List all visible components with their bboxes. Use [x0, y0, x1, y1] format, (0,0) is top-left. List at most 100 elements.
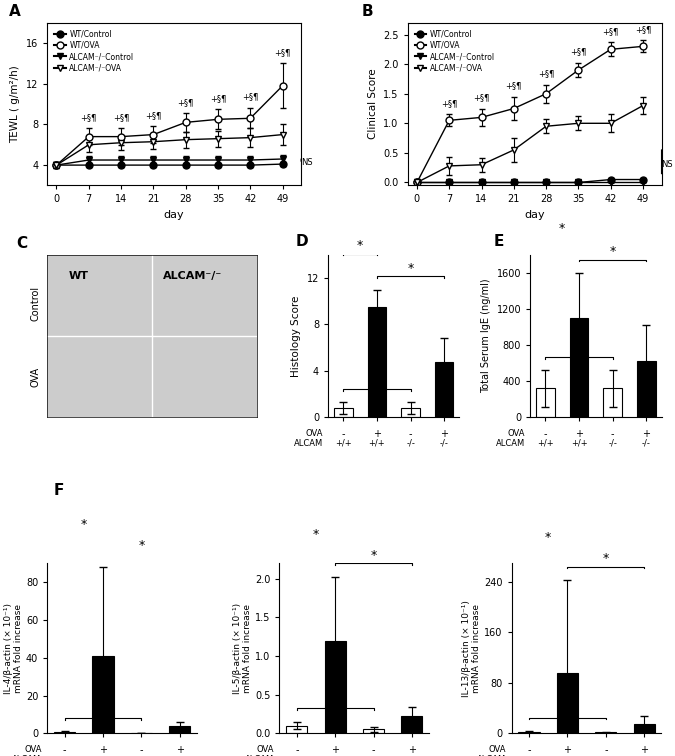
Text: -: -: [611, 429, 614, 438]
Text: +: +: [440, 429, 448, 438]
Text: -: -: [342, 429, 345, 438]
Text: +: +: [640, 745, 648, 755]
Text: *: *: [357, 239, 363, 252]
Text: +§¶: +§¶: [80, 113, 97, 122]
Text: F: F: [53, 483, 63, 497]
Text: NS: NS: [562, 707, 573, 716]
Y-axis label: Total Serum IgE (ng/ml): Total Serum IgE (ng/ml): [481, 279, 491, 393]
Text: OVA: OVA: [30, 367, 40, 387]
Bar: [402, 408, 420, 417]
X-axis label: day: day: [164, 210, 184, 220]
Text: +: +: [99, 745, 107, 755]
Bar: [634, 723, 655, 733]
Text: OVA: OVA: [508, 429, 525, 438]
Text: ALCAM⁻/⁻: ALCAM⁻/⁻: [163, 271, 222, 281]
Text: -: -: [63, 745, 66, 755]
Text: +§¶: +§¶: [570, 48, 587, 57]
Text: -: -: [527, 745, 531, 755]
Text: E: E: [493, 234, 504, 249]
Text: *: *: [138, 538, 144, 552]
Text: +: +: [575, 429, 583, 438]
X-axis label: day: day: [524, 210, 545, 220]
Text: +§¶: +§¶: [178, 98, 194, 107]
Bar: [169, 726, 190, 733]
Text: +§¶: +§¶: [473, 93, 489, 102]
Text: A: A: [9, 5, 21, 19]
Text: +§¶: +§¶: [538, 70, 554, 79]
Text: OVA: OVA: [256, 745, 274, 754]
Text: +: +: [176, 745, 184, 755]
Bar: [637, 361, 655, 417]
Y-axis label: Histology Score: Histology Score: [291, 296, 301, 376]
Y-axis label: IL-13/β-actin (× 10⁻¹)
mRNA fold increase: IL-13/β-actin (× 10⁻¹) mRNA fold increas…: [462, 600, 481, 697]
Text: NS: NS: [371, 379, 383, 388]
Text: C: C: [16, 236, 27, 251]
Text: +/+: +/+: [369, 438, 385, 448]
Text: OVA: OVA: [306, 429, 323, 438]
Text: -/-: -/-: [439, 438, 449, 448]
Text: -/-: -/-: [608, 438, 617, 448]
Bar: [286, 726, 307, 733]
Text: NS: NS: [573, 347, 585, 356]
Bar: [368, 307, 386, 417]
Text: +§¶: +§¶: [242, 93, 259, 101]
Text: +§¶: +§¶: [145, 111, 161, 120]
Text: -: -: [543, 429, 547, 438]
Text: +/+: +/+: [335, 438, 352, 448]
Y-axis label: IL-4/β-actin (× 10⁻¹)
mRNA fold increase: IL-4/β-actin (× 10⁻¹) mRNA fold increase: [3, 603, 23, 694]
Text: +§¶: +§¶: [603, 26, 619, 36]
Y-axis label: Clinical Score: Clinical Score: [368, 69, 377, 139]
Text: ALCAM: ALCAM: [496, 438, 525, 448]
Bar: [325, 640, 346, 733]
Text: -/-: -/-: [406, 438, 415, 448]
Text: -: -: [409, 429, 412, 438]
Bar: [435, 361, 454, 417]
Text: +: +: [408, 745, 416, 755]
Text: ALCAM: ALCAM: [294, 438, 323, 448]
Text: *: *: [81, 518, 87, 531]
Text: D: D: [296, 234, 308, 249]
Text: *: *: [371, 549, 377, 562]
Text: NS: NS: [329, 697, 341, 706]
Text: +§¶: +§¶: [506, 81, 522, 90]
Text: NS: NS: [662, 160, 673, 169]
Bar: [518, 732, 539, 733]
Text: *: *: [603, 552, 609, 565]
Text: *: *: [313, 528, 319, 541]
Text: +: +: [564, 745, 572, 755]
Text: -: -: [295, 745, 298, 755]
Text: +§¶: +§¶: [441, 99, 458, 108]
Text: *: *: [545, 531, 551, 544]
Text: WT: WT: [68, 271, 88, 281]
Text: -: -: [604, 745, 608, 755]
Text: +§¶: +§¶: [275, 48, 291, 57]
Bar: [536, 389, 555, 417]
Bar: [92, 655, 113, 733]
Text: +§¶: +§¶: [113, 113, 130, 122]
Text: *: *: [610, 245, 616, 258]
Bar: [603, 389, 622, 417]
Bar: [402, 716, 423, 733]
Text: +: +: [331, 745, 340, 755]
Legend: WT/Control, WT/OVA, ALCAM⁻/⁻Control, ALCAM⁻/⁻OVA: WT/Control, WT/OVA, ALCAM⁻/⁻Control, ALC…: [412, 26, 498, 76]
Text: +/+: +/+: [571, 438, 587, 448]
Bar: [557, 674, 578, 733]
Text: OVA: OVA: [489, 745, 506, 754]
Text: +/+: +/+: [537, 438, 554, 448]
Text: +: +: [373, 429, 381, 438]
Y-axis label: TEWL ( g/m²/h): TEWL ( g/m²/h): [10, 65, 20, 143]
Text: NS: NS: [301, 157, 313, 166]
Text: -: -: [140, 745, 143, 755]
Bar: [334, 408, 352, 417]
Text: +: +: [643, 429, 650, 438]
Bar: [570, 318, 589, 417]
Text: -: -: [372, 745, 375, 755]
Text: Control: Control: [30, 286, 40, 321]
Text: -/-: -/-: [642, 438, 651, 448]
Text: OVA: OVA: [24, 745, 42, 754]
Text: +§¶: +§¶: [210, 94, 226, 103]
Text: NS: NS: [97, 707, 109, 716]
Text: B: B: [362, 5, 374, 19]
Text: +§¶: +§¶: [635, 25, 651, 34]
Text: *: *: [559, 222, 566, 235]
